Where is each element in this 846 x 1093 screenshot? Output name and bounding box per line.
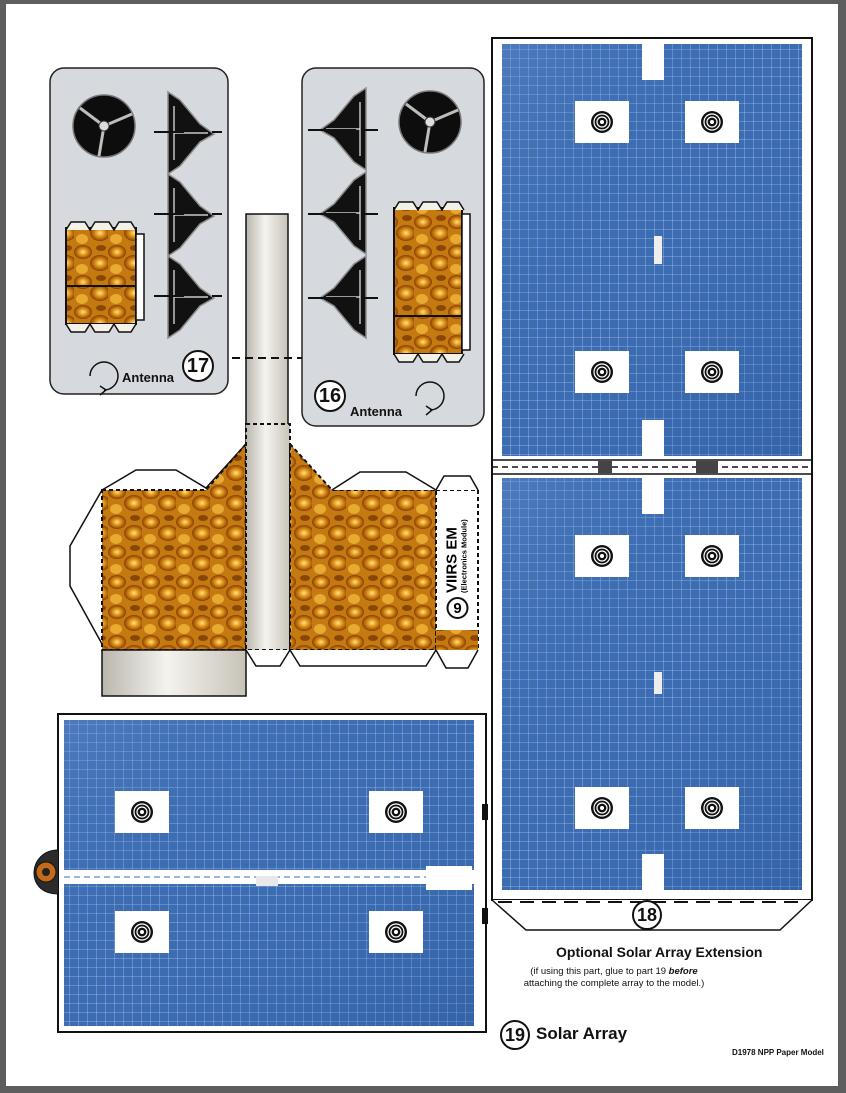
antenna-17-cutout (49, 67, 229, 396)
viirs-label-block: 9 VIIRS EM (Electronics Module) (436, 494, 478, 624)
solar-extension-note-line1: (if using this part, glue to part 19 (530, 966, 669, 977)
part-9-number: 9 (446, 597, 468, 619)
footer-credit: D1978 NPP Paper Model (732, 1048, 824, 1057)
solar-array-extension-cutout (491, 37, 813, 931)
antenna-16-cutout (301, 67, 485, 427)
viirs-em-title: VIIRS EM (443, 527, 461, 593)
cutout-artwork (33, 37, 813, 1033)
solar-array-cutout (33, 713, 488, 1033)
solar-extension-note-line2: attaching the complete array to the mode… (523, 978, 705, 989)
viirs-em-cutout (69, 213, 479, 697)
solar-extension-note: (if using this part, glue to part 19 bef… (6, 966, 838, 990)
part-18-number: 18 (632, 900, 662, 930)
part-19-number: 19 (500, 1020, 530, 1050)
paper-model-sheet: 17 Antenna 16 Antenna 9 VIIRS EM (Electr… (6, 4, 838, 1086)
viirs-label-rotated: 9 VIIRS EM (Electronics Module) (443, 493, 470, 619)
solar-array-title: Solar Array (536, 1024, 628, 1043)
part-16-number: 16 (314, 380, 346, 412)
antenna-17-label: Antenna (122, 370, 174, 385)
solar-extension-title: Optional Solar Array Extension (556, 944, 763, 960)
antenna-16-label: Antenna (350, 404, 402, 419)
viirs-em-subtitle: (Electronics Module) (459, 519, 469, 593)
solar-extension-note-emphasis: before (668, 966, 698, 977)
part-17-number: 17 (182, 350, 214, 382)
